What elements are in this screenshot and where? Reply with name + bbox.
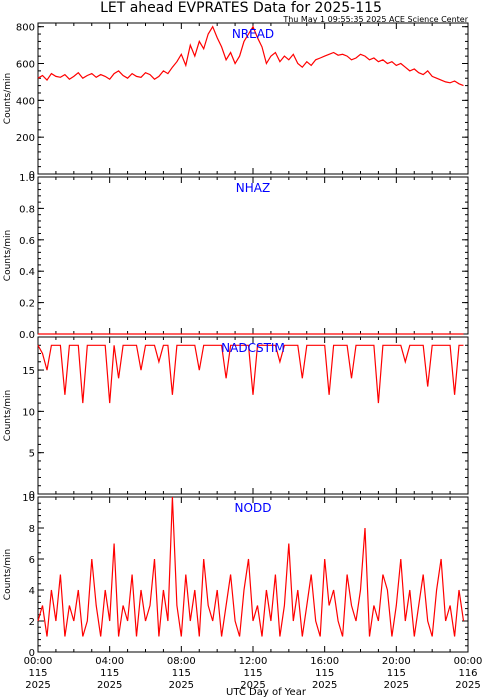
x-tick-doy: 115 bbox=[172, 668, 191, 679]
x-tick-time: 00:00 bbox=[454, 656, 482, 667]
panels: 0200400600800Counts/minNREAD0.00.20.40.6… bbox=[3, 22, 482, 691]
panel-frame bbox=[37, 496, 469, 653]
panel-label: NHAZ bbox=[236, 181, 270, 195]
x-tick-time: 04:00 bbox=[95, 656, 124, 667]
timestamp: Thu May 1 09:55:35 2025 ACE Science Cent… bbox=[282, 15, 468, 24]
x-tick-year: 2025 bbox=[455, 680, 480, 691]
y-tick-label: 1.0 bbox=[19, 173, 35, 184]
panel-nadcstim: 0 5 10 15 Counts/min NADCSTIM bbox=[3, 336, 469, 501]
y-tick-label: 5 bbox=[29, 449, 35, 460]
panel-label: NODD bbox=[235, 501, 272, 515]
series-line-nodd bbox=[37, 496, 465, 637]
y-tick-label: 0.4 bbox=[19, 267, 35, 278]
y-tick-label: 200 bbox=[16, 133, 35, 144]
x-axis-label: UTC Day of Year bbox=[226, 687, 307, 698]
x-tick-year: 2025 bbox=[240, 680, 265, 691]
series-line-nread bbox=[37, 25, 464, 87]
panel-frame bbox=[37, 176, 469, 335]
x-tick-year: 2025 bbox=[312, 680, 337, 691]
panel-nhaz: 0.0 0.2 0.4 0.6 0.8 1.0 Counts/min NHAZ bbox=[3, 173, 469, 341]
x-tick-time: 12:00 bbox=[239, 656, 268, 667]
y-axis-label: Counts/min bbox=[3, 549, 13, 600]
panel-nodd: 0 2 4 6 8 10 Counts/min NODD bbox=[3, 493, 469, 659]
x-tick-time: 16:00 bbox=[310, 656, 339, 667]
panel-label: NADCSTIM bbox=[221, 341, 285, 355]
y-tick-label: 800 bbox=[16, 23, 35, 34]
x-tick-year: 2025 bbox=[384, 680, 409, 691]
y-tick-label: 400 bbox=[16, 96, 35, 107]
y-axis-label: Counts/min bbox=[3, 230, 13, 281]
panel-nread: 0 200 400 600 800 Counts/min NREAD bbox=[3, 22, 469, 181]
y-tick-label: 0 bbox=[29, 648, 35, 659]
y-tick-label: 10 bbox=[22, 407, 35, 418]
x-tick-doy: 115 bbox=[387, 668, 406, 679]
y-axis-label: Counts/min bbox=[3, 390, 13, 441]
x-tick-doy: 116 bbox=[458, 668, 477, 679]
panel-frame bbox=[37, 336, 469, 495]
figure-title: LET ahead EVPRATES Data for 2025-115 bbox=[100, 0, 382, 16]
y-tick-label: 0.8 bbox=[19, 204, 35, 215]
y-tick-label: 4 bbox=[29, 586, 35, 597]
x-tick-year: 2025 bbox=[97, 680, 122, 691]
panel-label: NREAD bbox=[232, 27, 274, 41]
y-tick-label: 6 bbox=[29, 555, 35, 566]
x-tick-doy: 115 bbox=[315, 668, 334, 679]
y-tick-label: 0 bbox=[29, 490, 35, 501]
y-tick-label: 2 bbox=[29, 617, 35, 628]
x-tick-doy: 115 bbox=[28, 668, 47, 679]
y-tick-label: 15 bbox=[22, 366, 35, 377]
y-tick-label: 10 bbox=[22, 493, 35, 504]
x-tick-doy: 115 bbox=[243, 668, 262, 679]
x-tick-time: 08:00 bbox=[167, 656, 196, 667]
y-tick-label: 0.0 bbox=[19, 330, 35, 341]
x-tick-year: 2025 bbox=[169, 680, 194, 691]
x-tick-doy: 115 bbox=[100, 668, 119, 679]
y-tick-label: 0.2 bbox=[19, 299, 35, 310]
y-tick-label: 8 bbox=[29, 524, 35, 535]
series-line-nadcstim bbox=[37, 344, 464, 404]
x-tick-time: 20:00 bbox=[382, 656, 411, 667]
y-tick-label: 600 bbox=[16, 60, 35, 71]
y-axis-label: Counts/min bbox=[3, 73, 13, 124]
y-tick-label: 0 bbox=[29, 170, 35, 181]
panel-frame bbox=[37, 22, 469, 175]
x-tick-time: 00:00 bbox=[24, 656, 53, 667]
y-tick-label: 0.6 bbox=[19, 236, 35, 247]
x-tick-year: 2025 bbox=[25, 680, 50, 691]
